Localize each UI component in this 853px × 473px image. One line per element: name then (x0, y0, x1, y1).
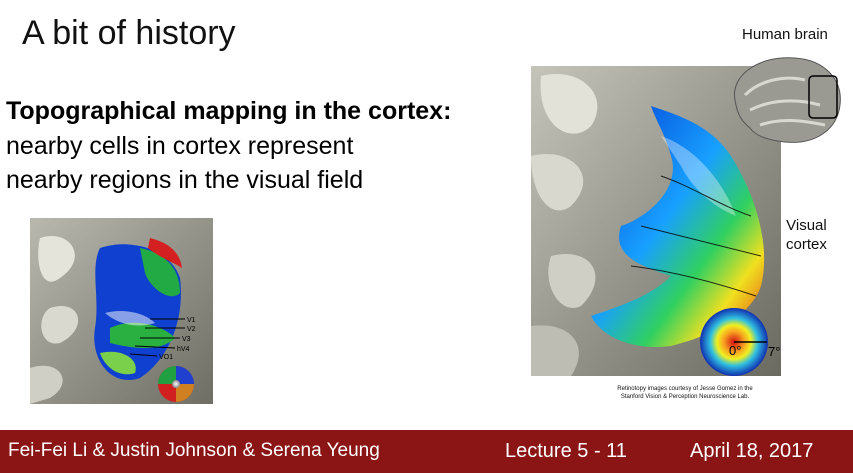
eccentricity-outer-label: 7° (768, 344, 781, 359)
slide-heading: Topographical mapping in the cortex: (6, 97, 452, 125)
color-wheel-legend (158, 366, 194, 402)
image-credit-line2: Stanford Vision & Perception Neuroscienc… (620, 394, 750, 400)
human-brain-label: Human brain (742, 26, 828, 43)
human-brain-illustration (734, 57, 841, 143)
area-boundary-lines (129, 318, 185, 357)
area-label-v3: V3 (182, 336, 191, 343)
area-label-hv4: hV4 (177, 346, 190, 353)
visual-cortex-label-line2: cortex (786, 236, 827, 253)
image-credit-line1: Retinotopy images courtesy of Jesse Gome… (617, 386, 753, 392)
visual-cortex-label-line1: Visual (786, 217, 827, 234)
area-label-v1: V1 (187, 317, 196, 324)
eccentricity-inner-label: 0° (729, 343, 741, 358)
body-line-2: nearby regions in the visual field (6, 166, 364, 194)
visual-cortex-label: Visual cortex (786, 216, 827, 254)
visual-cortex-highlight-box (808, 75, 838, 119)
right-retinotopy-image: 0° (531, 66, 781, 376)
slide-title: A bit of history (22, 14, 236, 52)
left-retinotopy-image: V1 V2 V3 hV4 VO1 (30, 218, 213, 404)
body-line-1: nearby cells in cortex represent (6, 132, 354, 160)
footer-date: April 18, 2017 (690, 440, 814, 462)
eccentricity-legend: 0° (700, 308, 768, 376)
image-credit: Retinotopy images courtesy of Jesse Gome… (590, 385, 780, 401)
footer-bar: Fei-Fei Li & Justin Johnson & Serena Yeu… (0, 430, 853, 473)
area-label-v2: V2 (187, 326, 196, 333)
footer-lecture-number: Lecture 5 - 11 (505, 440, 627, 462)
footer-authors: Fei-Fei Li & Justin Johnson & Serena Yeu… (8, 440, 380, 461)
area-label-vo1: VO1 (159, 354, 173, 361)
